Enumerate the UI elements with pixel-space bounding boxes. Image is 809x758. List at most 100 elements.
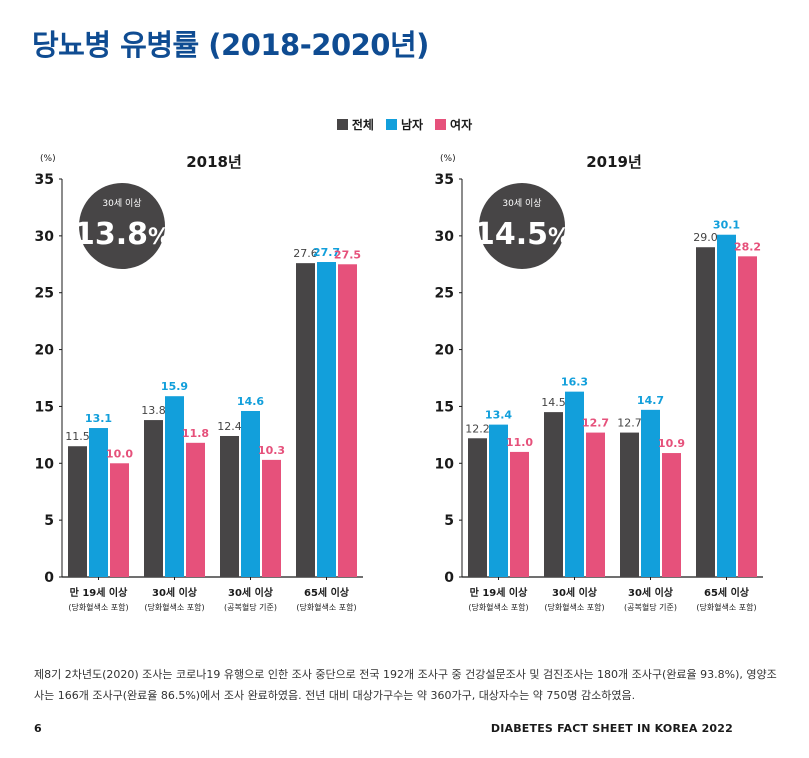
y-tick-label: 0 <box>444 570 454 586</box>
data-label-female: 12.7 <box>582 417 609 430</box>
data-label-total: 12.4 <box>217 420 242 433</box>
y-tick-label: 10 <box>35 456 55 472</box>
x-tick-label: 30세 이상 <box>552 586 598 599</box>
legend-label-male: 남자 <box>400 118 424 132</box>
x-tick-label: 65세 이상 <box>704 586 750 599</box>
badge-unit: % <box>148 225 170 250</box>
badge-unit: % <box>548 225 570 250</box>
data-label-total: 12.2 <box>465 422 490 435</box>
footnote: 제8기 2차년도(2020) 조사는 코로나19 유행으로 인한 조사 중단으로… <box>34 668 777 702</box>
data-label-total: 29.0 <box>693 231 718 244</box>
badge-label: 30세 이상 <box>502 198 541 209</box>
y-tick-label: 25 <box>35 286 54 302</box>
data-label-total: 14.5 <box>541 396 566 409</box>
legend-label-female: 여자 <box>450 118 473 132</box>
chart-2018: 2018년 (%) 0 5 10 15 20 25 30 35 11.5 13.1 10.0 만 19세 … <box>35 153 363 612</box>
x-tick-sublabel: (공복혈당 기준) <box>224 602 277 612</box>
bar-male <box>89 428 108 577</box>
badge-circle <box>79 183 165 269</box>
bar-male <box>565 391 584 577</box>
x-tick-sublabel: (당화혈색소 포함) <box>468 602 528 612</box>
bar-male <box>489 424 508 577</box>
data-label-female: 10.9 <box>658 437 685 450</box>
x-tick-sublabel: (공복혈당 기준) <box>624 602 677 612</box>
x-tick-sublabel: (당화혈색소 포함) <box>144 602 204 612</box>
bar-total <box>220 435 239 577</box>
data-label-male: 15.9 <box>161 380 188 393</box>
data-label-male: 14.6 <box>237 395 264 408</box>
y-tick-label: 20 <box>35 343 55 359</box>
legend-item-total: 전체 <box>336 116 374 133</box>
legend-label-total: 전체 <box>351 118 374 132</box>
bar-total <box>68 446 87 577</box>
bar-male <box>717 234 736 577</box>
data-label-male: 27.7 <box>313 246 340 259</box>
bar-female <box>738 256 757 577</box>
x-tick-label: 만 19세 이상 <box>470 586 528 599</box>
data-label-female: 11.0 <box>506 436 533 449</box>
y-tick-label: 25 <box>435 286 454 302</box>
chart-title: 2018년 <box>186 153 242 171</box>
legend-item-male: 남자 <box>385 116 424 133</box>
bar-female <box>510 451 529 577</box>
y-axis-unit: (%) <box>40 154 56 164</box>
data-label-female: 10.0 <box>106 447 133 460</box>
bar-total <box>144 420 163 577</box>
data-label-female: 28.2 <box>734 240 761 253</box>
x-tick-label: 65세 이상 <box>304 586 350 599</box>
data-label-female: 10.3 <box>258 444 285 457</box>
chart-title: 2019년 <box>586 153 642 171</box>
bar-total <box>696 247 715 577</box>
legend-item-female: 여자 <box>435 116 472 133</box>
bar-total <box>620 432 639 577</box>
y-tick-label: 5 <box>44 513 54 529</box>
y-tick-label: 35 <box>435 172 454 188</box>
y-tick-label: 0 <box>44 570 54 586</box>
legend: 전체 남자 여자 <box>0 116 809 133</box>
x-tick-sublabel: (당화혈색소 포함) <box>68 602 128 612</box>
chart-2019: 2019년 (%) 0 5 10 15 20 25 30 35 12.213.4 11.0 만 19세 … <box>435 153 763 612</box>
bar-female <box>338 264 357 577</box>
x-tick-sublabel: (당화혈색소 포함) <box>544 602 604 612</box>
bar-total <box>296 263 315 577</box>
x-tick-label: 30세 이상 <box>152 586 198 599</box>
bar-male <box>241 410 260 577</box>
data-label-total: 11.5 <box>65 430 90 443</box>
legend-swatch-female <box>435 119 447 130</box>
y-tick-label: 15 <box>435 399 454 415</box>
badge-value-text: 14.5% <box>474 217 570 252</box>
data-label-total: 13.8 <box>141 404 166 417</box>
bar-male <box>641 409 660 577</box>
data-label-female: 27.5 <box>334 248 361 261</box>
x-tick-label: 30세 이상 <box>228 586 274 599</box>
data-label-male: 13.4 <box>485 409 512 422</box>
page-number: 6 <box>34 722 42 735</box>
legend-swatch-male <box>385 119 397 130</box>
bar-female <box>110 463 129 577</box>
data-label-male: 13.1 <box>85 412 112 425</box>
y-tick-label: 20 <box>435 343 455 359</box>
page-title: 당뇨병 유병률 (2018-2020년) <box>32 28 429 62</box>
badge-value: 13.8 <box>74 217 148 252</box>
x-tick-label: 30세 이상 <box>628 586 674 599</box>
x-tick-sublabel: (당화혈색소 포함) <box>696 602 756 612</box>
data-label-male: 14.7 <box>637 394 664 407</box>
badge-label: 30세 이상 <box>102 198 141 209</box>
y-tick-label: 10 <box>435 456 455 472</box>
bar-female <box>662 453 681 577</box>
badge-circle <box>479 183 565 269</box>
y-tick-label: 5 <box>444 513 454 529</box>
bar-female <box>586 432 605 577</box>
bar-male <box>317 262 336 577</box>
badge-value: 14.5 <box>474 217 548 252</box>
bar-male <box>165 396 184 577</box>
data-label-total: 12.7 <box>617 417 642 430</box>
bar-female <box>186 442 205 577</box>
bar-female <box>262 459 281 577</box>
bar-total <box>468 438 487 577</box>
data-label-male: 16.3 <box>561 376 588 389</box>
footer-text: DIABETES FACT SHEET IN KOREA 2022 <box>490 722 733 735</box>
bar-total <box>544 412 563 577</box>
y-axis-unit: (%) <box>440 154 456 164</box>
data-label-male: 30.1 <box>713 219 740 232</box>
